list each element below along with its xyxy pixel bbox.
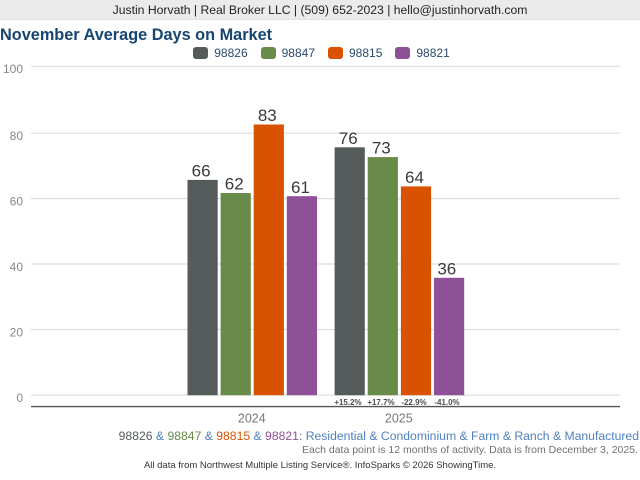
svg-text:100: 100 xyxy=(3,62,23,76)
svg-text:83: 83 xyxy=(258,106,277,125)
svg-text:76: 76 xyxy=(339,129,358,148)
svg-text:73: 73 xyxy=(372,139,391,158)
svg-text:66: 66 xyxy=(192,162,211,181)
svg-text:+17.7%: +17.7% xyxy=(367,398,394,407)
svg-text:20: 20 xyxy=(10,325,24,339)
svg-text:36: 36 xyxy=(437,259,456,278)
svg-text:80: 80 xyxy=(10,129,24,143)
svg-text:62: 62 xyxy=(225,175,244,194)
svg-text:64: 64 xyxy=(405,168,424,187)
svg-text:-22.9%: -22.9% xyxy=(401,398,426,407)
svg-text:+15.2%: +15.2% xyxy=(334,398,361,407)
svg-text:-41.0%: -41.0% xyxy=(434,398,459,407)
svg-text:0: 0 xyxy=(16,391,23,405)
svg-text:2025: 2025 xyxy=(385,411,413,425)
svg-text:40: 40 xyxy=(10,260,24,274)
svg-text:2024: 2024 xyxy=(238,411,266,425)
svg-text:60: 60 xyxy=(10,194,24,208)
svg-text:61: 61 xyxy=(291,178,310,197)
